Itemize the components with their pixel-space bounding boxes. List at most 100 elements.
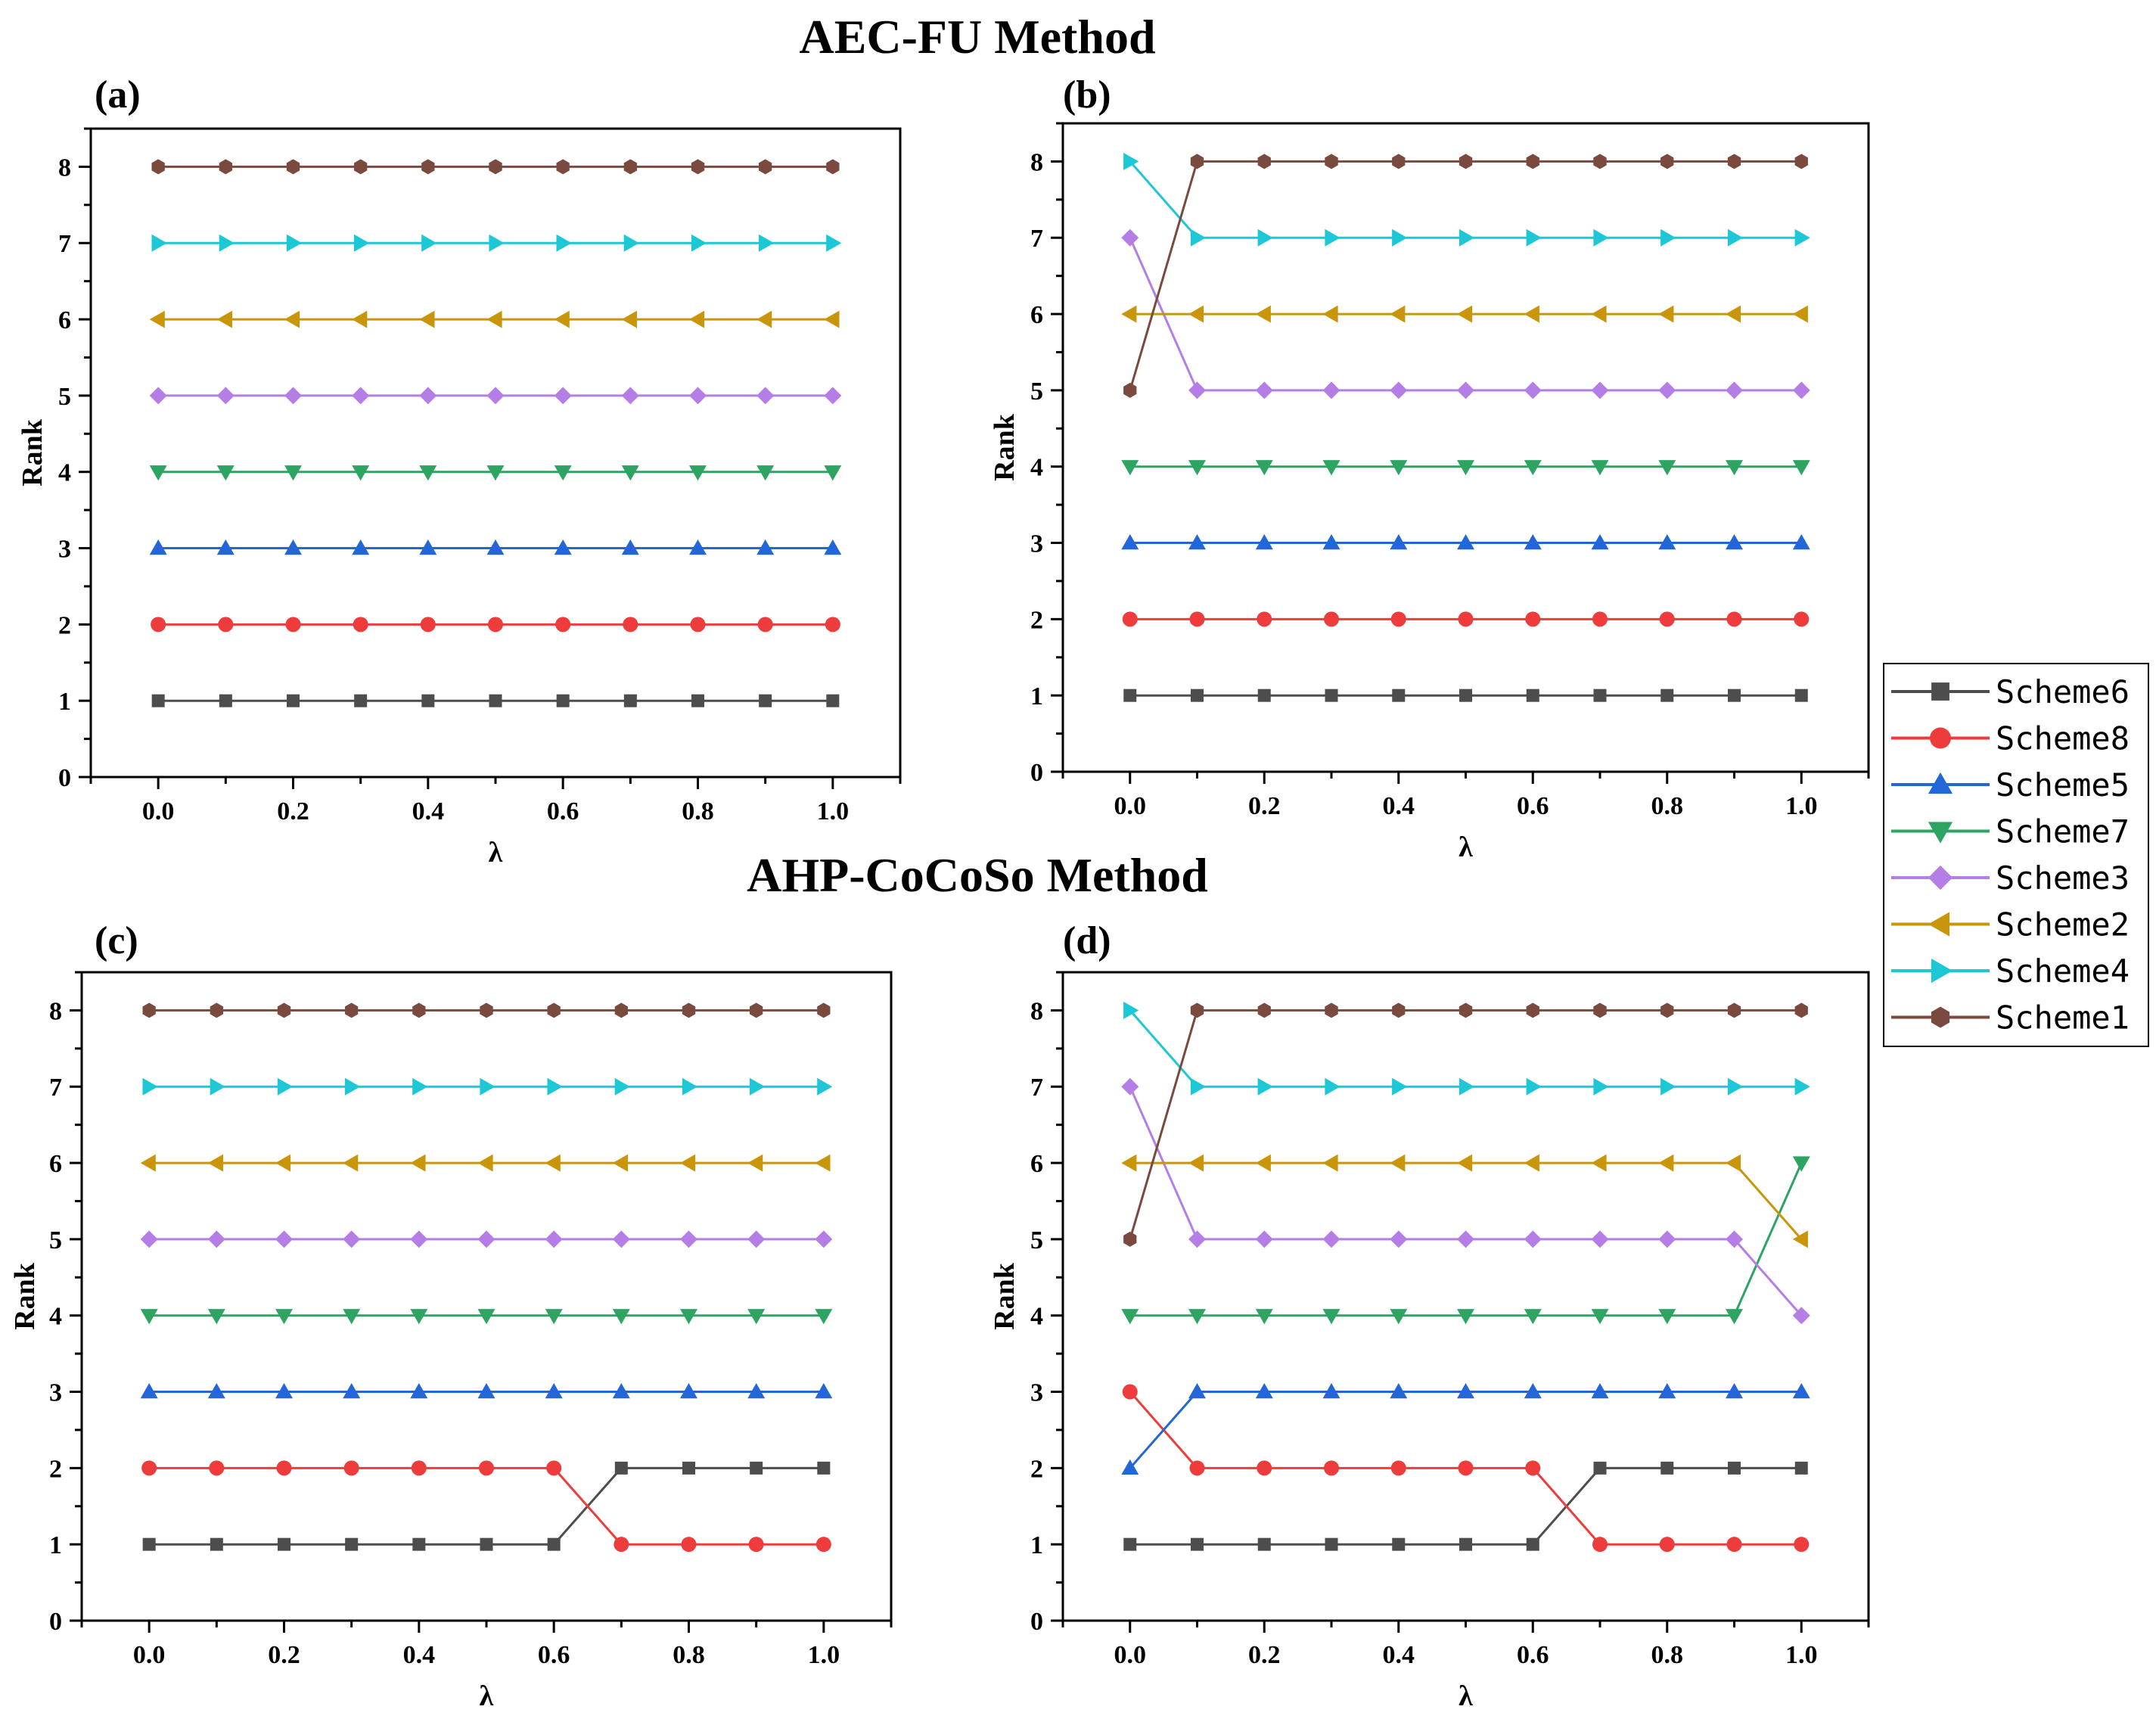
data-point (480, 1002, 493, 1018)
data-point (747, 1154, 763, 1172)
data-point (1459, 1537, 1472, 1551)
legend-item-scheme7: Scheme7 (1891, 813, 2130, 850)
data-point (1325, 689, 1338, 702)
data-point (1325, 154, 1338, 169)
data-point (1727, 1002, 1741, 1018)
data-point (486, 387, 505, 405)
data-point (354, 159, 368, 175)
data-point (614, 1002, 628, 1018)
data-point (1390, 611, 1406, 627)
data-point (1792, 1307, 1810, 1325)
data-point (419, 387, 437, 405)
data-point (1792, 1230, 1808, 1248)
y-tick-label: 2 (58, 611, 71, 639)
data-point (1525, 1460, 1541, 1476)
data-point (1591, 1230, 1609, 1248)
data-point (151, 234, 167, 252)
panel-c: (c) 0.0 0.2 0.4 0.6 0.8 1.0 0 1 2 3 4 5 6 7 8 λ Rank (9, 919, 893, 1712)
data-point (1392, 1002, 1406, 1018)
x-tick-label: 0.2 (268, 1641, 300, 1669)
series-line (1129, 1161, 1803, 1240)
data-point (275, 1309, 293, 1325)
data-point (555, 617, 571, 633)
data-point (556, 694, 570, 707)
data-point (1457, 460, 1474, 476)
data-point (1390, 1383, 1408, 1399)
data-point (1322, 460, 1341, 476)
data-point (343, 1154, 359, 1172)
data-point (140, 1383, 158, 1399)
data-point (1794, 1461, 1808, 1475)
data-point (1392, 689, 1406, 702)
data-point (1123, 382, 1137, 398)
y-tick-label: 2 (1030, 1455, 1043, 1483)
data-point (1658, 1383, 1676, 1399)
legend-marker (1928, 772, 1953, 794)
data-point (815, 1309, 833, 1325)
data-point (140, 1154, 156, 1172)
data-point (1257, 1002, 1271, 1018)
data-point (1122, 611, 1138, 627)
x-tick-label: 0.4 (1383, 792, 1415, 820)
x-axis-label: λ (1459, 832, 1473, 863)
data-point (419, 539, 437, 555)
series-scheme6 (1123, 1461, 1808, 1551)
series-scheme3 (1121, 1077, 1810, 1325)
panel-b: (b) 0.0 0.2 0.4 0.6 0.8 1.0 0 1 2 3 4 5 6 7 8 λ Rank (989, 73, 1870, 863)
data-point (354, 694, 368, 707)
series-scheme3 (140, 1230, 833, 1248)
data-point (612, 1383, 630, 1399)
data-point (149, 387, 167, 405)
x-tick-label: 0.0 (1114, 792, 1147, 820)
x-axis-label: λ (1459, 1680, 1473, 1712)
data-point (1459, 154, 1473, 169)
panel-label: (b) (1063, 73, 1111, 117)
x-tick-label: 0.8 (1651, 792, 1684, 820)
data-point (1390, 381, 1408, 399)
data-point (421, 159, 435, 175)
data-point (1457, 1383, 1474, 1399)
data-point (1123, 1001, 1139, 1019)
series-scheme5 (149, 539, 842, 555)
data-point (419, 465, 437, 481)
data-point (1524, 1309, 1542, 1325)
data-point (1191, 1537, 1204, 1551)
data-point (1188, 1154, 1204, 1172)
data-point (1593, 1077, 1609, 1096)
data-point (1121, 460, 1139, 476)
data-point (207, 1309, 225, 1325)
data-point (1658, 305, 1674, 323)
data-point (1257, 689, 1271, 702)
legend-box (1883, 663, 2149, 1047)
data-point (1255, 1230, 1273, 1248)
data-point (1726, 1309, 1743, 1325)
data-point (489, 159, 502, 175)
data-point (276, 1460, 292, 1476)
data-point (1257, 154, 1271, 169)
data-point (614, 1077, 630, 1096)
data-point (1457, 305, 1473, 323)
data-point (547, 1537, 561, 1551)
x-tick-label: 0.0 (1114, 1641, 1147, 1669)
data-point (545, 1154, 561, 1172)
data-point (1591, 1383, 1609, 1399)
x-tick-label: 0.2 (1248, 792, 1281, 820)
y-tick-label: 0 (1030, 759, 1043, 787)
data-point (1794, 154, 1808, 169)
data-point (1123, 152, 1139, 170)
data-point (1794, 1077, 1810, 1096)
data-point (824, 465, 842, 481)
data-point (1188, 1309, 1206, 1325)
legend-label: Scheme5 (1996, 766, 2130, 804)
data-point (1659, 1537, 1675, 1553)
data-point (556, 159, 570, 175)
data-point (1121, 228, 1139, 247)
data-point (1392, 1077, 1408, 1096)
x-tick-label: 1.0 (817, 797, 850, 825)
data-point (545, 1230, 563, 1248)
data-point (1121, 1309, 1139, 1325)
data-point (479, 1460, 494, 1476)
data-point (1591, 1309, 1609, 1325)
series-line (1129, 1391, 1802, 1469)
x-tick-label: 0.0 (142, 797, 175, 825)
